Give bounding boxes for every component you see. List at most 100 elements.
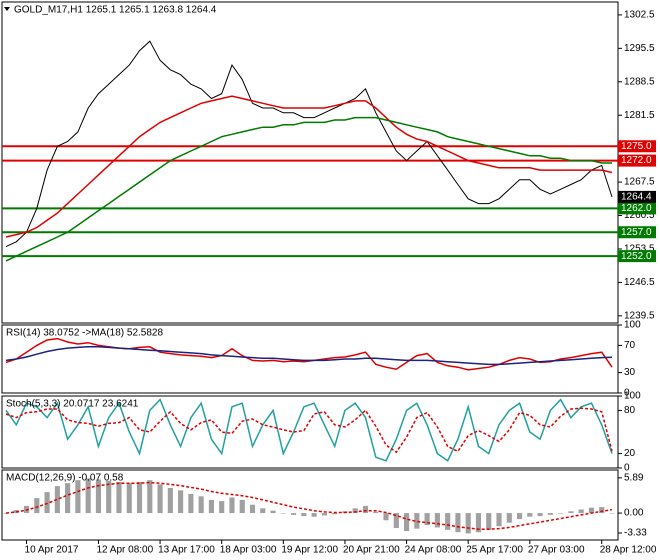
y-tick-label: 0: [624, 388, 630, 399]
pane-title: GOLD_M17,H1 1265.1 1265.1 1263.8 1264.4: [14, 5, 217, 16]
level-label: 1257.0: [621, 227, 652, 238]
histogram-bar: [558, 513, 564, 514]
histogram-bar: [167, 487, 173, 514]
x-tick-label: 18 Apr 03:00: [220, 545, 277, 556]
series-line: [5, 407, 613, 454]
level-label-box: [618, 226, 656, 239]
y-tick-label: 80: [624, 405, 636, 416]
histogram-bar: [578, 509, 584, 514]
histogram-bar: [249, 504, 256, 514]
y-tick-label: 20: [624, 448, 636, 459]
histogram-bar: [311, 513, 317, 517]
y-tick-label: 0: [624, 463, 630, 474]
histogram-bar: [373, 511, 379, 514]
histogram-bar: [157, 484, 163, 514]
histogram-bar: [383, 513, 389, 521]
histogram-bar: [301, 513, 307, 517]
level-label-box: [618, 202, 656, 215]
pane-title: RSI(14) 38.0752 ->MA(18) 52.5828: [6, 328, 163, 339]
x-tick-label: 10 Apr 2017: [25, 545, 79, 556]
pane-frame: [1, 324, 619, 394]
histogram-bar: [116, 481, 122, 514]
histogram-bar: [404, 513, 410, 532]
series-line: [5, 398, 613, 462]
histogram-bar: [362, 505, 369, 514]
x-tick-label: 20 Apr 21:00: [343, 545, 400, 556]
y-tick-label: 1267.5: [624, 177, 655, 188]
series-line: [5, 346, 613, 366]
y-tick-label: 100: [624, 320, 641, 331]
x-tick-label: 24 Apr 08:00: [405, 545, 462, 556]
histogram-bar: [198, 496, 204, 514]
y-tick-label: 1288.5: [624, 76, 655, 87]
histogram-bar: [465, 513, 471, 534]
histogram-bar: [280, 513, 286, 514]
histogram-bar: [85, 478, 91, 514]
y-tick-label: -3.33: [624, 528, 647, 539]
histogram-bar: [352, 508, 358, 514]
x-tick-label: 25 Apr 17:00: [466, 545, 523, 556]
histogram-bar: [44, 492, 50, 514]
histogram-bar: [588, 507, 595, 514]
histogram-bar: [136, 481, 143, 514]
histogram-bar: [75, 480, 81, 514]
histogram-bar: [445, 513, 451, 530]
pane-title: MACD(12,26,9) -0.07 0.58: [6, 473, 124, 484]
histogram-bar: [424, 513, 430, 526]
histogram-bar: [229, 497, 235, 514]
y-tick-label: 1253.5: [624, 244, 655, 255]
histogram-bar: [568, 511, 574, 514]
histogram-bar: [475, 513, 482, 533]
level-label-box: [618, 140, 656, 153]
histogram-bar: [106, 480, 112, 514]
pane-frame: [1, 395, 619, 469]
series-line: [5, 481, 613, 530]
y-tick-label: 1281.5: [624, 110, 655, 121]
histogram-bar: [270, 510, 276, 514]
histogram-bar: [486, 513, 492, 530]
last-price-label: 1264.4: [621, 192, 652, 203]
x-tick-label: 19 Apr 12:00: [281, 545, 338, 556]
histogram-bar: [34, 498, 40, 514]
level-label: 1262.0: [621, 203, 652, 214]
histogram-bar: [414, 513, 420, 529]
histogram-bar: [3, 513, 9, 514]
level-label: 1275.0: [621, 141, 652, 152]
histogram-bar: [54, 486, 60, 514]
y-tick-label: 1246.5: [624, 277, 655, 288]
histogram-bar: [65, 483, 71, 514]
y-tick-label: 5.89: [624, 472, 644, 483]
histogram-bar: [95, 479, 102, 514]
x-tick-label: 12 Apr 08:00: [96, 545, 153, 556]
pane-frame: [1, 469, 619, 541]
y-tick-label: 1239.5: [624, 310, 655, 321]
last-price-box: [618, 190, 656, 203]
histogram-bar: [126, 483, 132, 514]
histogram-bar: [178, 490, 184, 514]
series-line: [5, 40, 613, 248]
histogram-bar: [455, 513, 461, 533]
y-tick-label: 1302.5: [624, 10, 655, 21]
histogram-bar: [609, 513, 615, 514]
histogram-bar: [537, 513, 543, 517]
y-tick-label: 100: [624, 391, 641, 402]
series-line: [5, 95, 613, 238]
x-tick-label: 28 Apr 12:00: [600, 545, 657, 556]
series-line: [5, 116, 612, 262]
histogram-bar: [147, 480, 153, 514]
pane-title: Stoch(5,3,3) 20.0717 23.6241: [6, 399, 139, 410]
level-label-box: [618, 250, 656, 263]
histogram-bar: [239, 499, 245, 514]
x-tick-label: 27 Apr 03:00: [528, 545, 585, 556]
y-tick-label: 70: [624, 340, 636, 351]
histogram-bar: [527, 513, 533, 517]
level-label: 1252.0: [621, 251, 652, 262]
histogram-bar: [547, 513, 553, 515]
histogram-bar: [516, 513, 523, 520]
histogram-bar: [506, 513, 512, 523]
menu-arrow[interactable]: [4, 7, 10, 11]
histogram-bar: [208, 499, 214, 514]
